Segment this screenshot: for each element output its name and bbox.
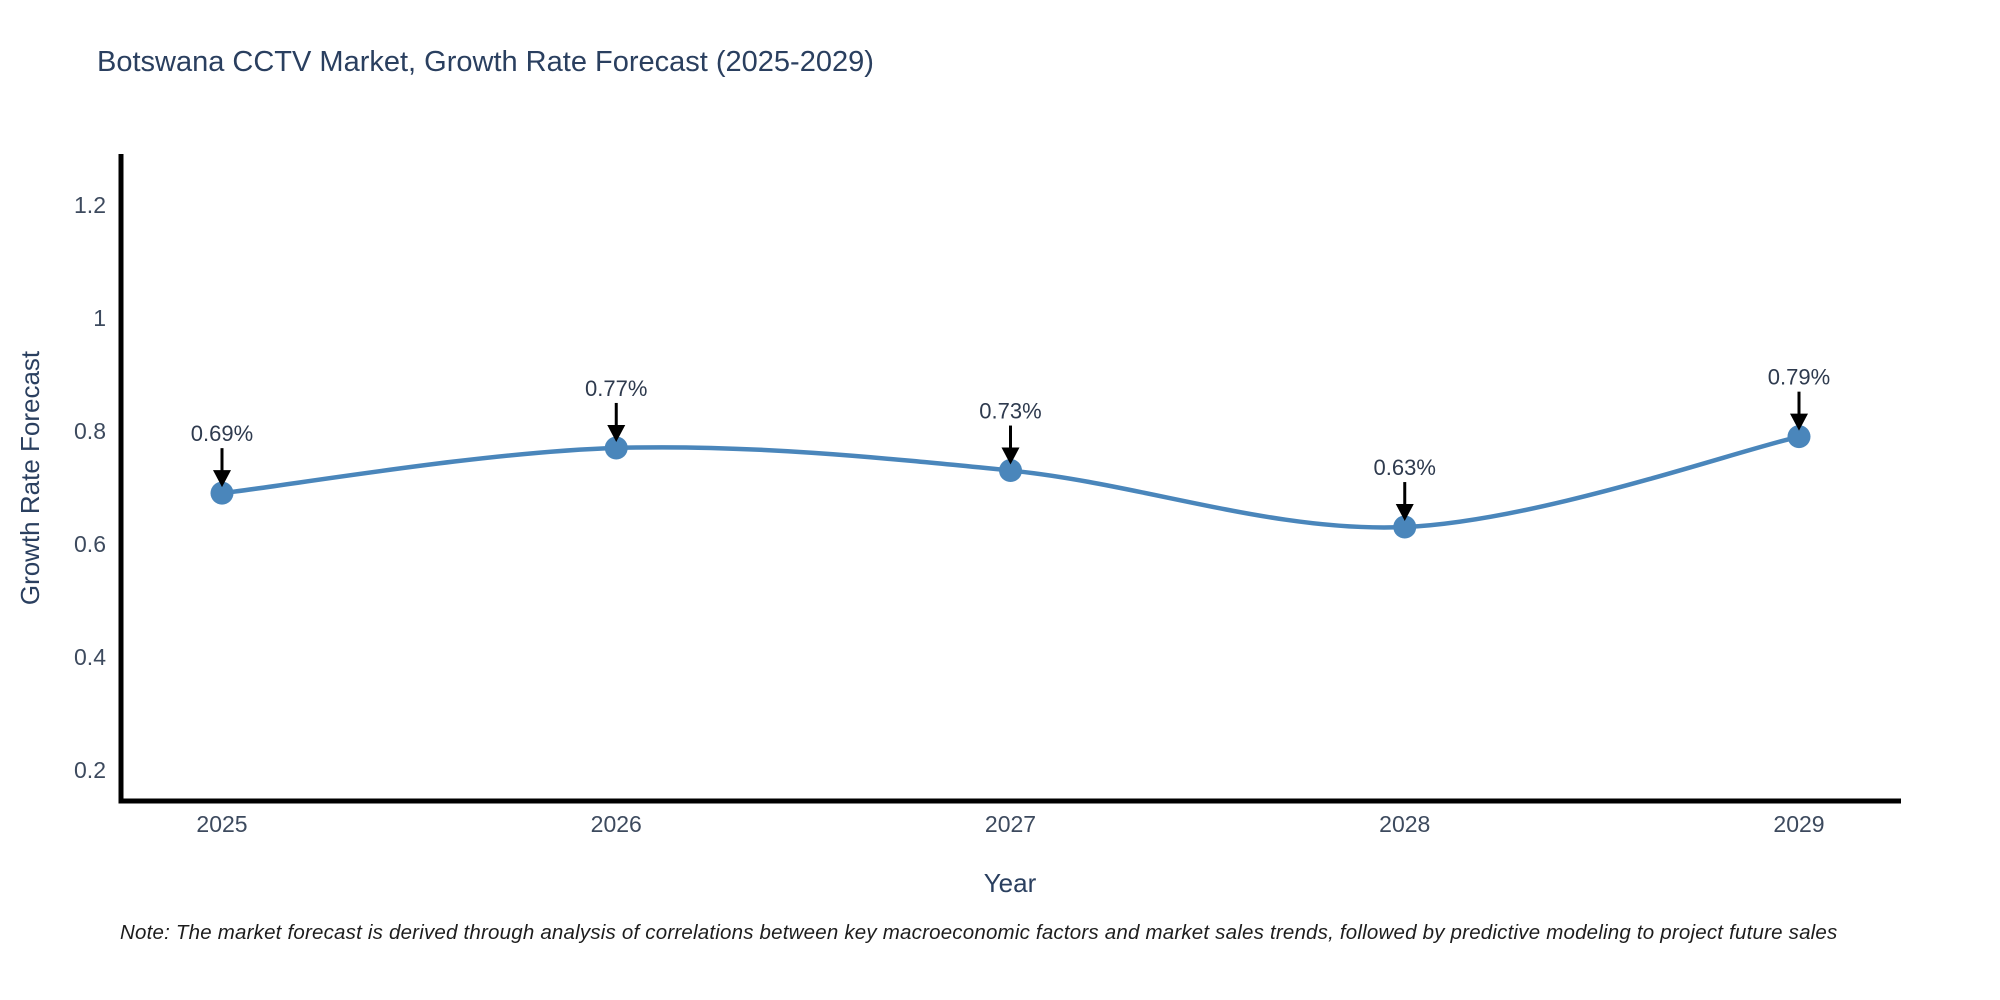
x-tick-label: 2029 [1773,811,1824,837]
y-tick-label: 1.2 [74,192,106,218]
data-point-marker[interactable] [1787,425,1811,449]
annotation-arrowhead-icon [607,424,626,442]
annotation-arrowhead-icon [1790,413,1808,431]
y-tick-label: 0.2 [74,757,106,783]
x-tick-label: 2025 [196,811,247,837]
data-point-marker[interactable] [999,459,1022,483]
chart-title: Botswana CCTV Market, Growth Rate Foreca… [97,46,874,78]
x-tick-label: 2026 [591,811,642,837]
y-tick-label: 0.6 [74,531,106,557]
annotation-label: 0.69% [191,421,253,446]
x-axis-title: Year [983,868,1037,898]
data-point-marker[interactable] [604,436,628,460]
data-point-marker[interactable] [1393,515,1417,539]
y-tick-label: 0.8 [74,418,106,444]
annotation-arrowhead-icon [1001,447,1020,465]
annotation-arrowhead-icon [213,470,231,488]
y-tick-label: 1 [93,305,106,331]
data-point-marker[interactable] [210,481,234,505]
annotation-label: 0.73% [979,399,1041,424]
annotation-label: 0.79% [1768,365,1830,390]
x-tick-label: 2027 [985,811,1036,837]
annotation-label: 0.77% [585,376,647,401]
footnote: Note: The market forecast is derived thr… [120,921,1838,944]
annotation-label: 0.63% [1374,455,1436,480]
y-tick-label: 0.4 [74,644,106,670]
x-tick-label: 2028 [1379,811,1430,837]
annotation-arrowhead-icon [1395,504,1414,522]
